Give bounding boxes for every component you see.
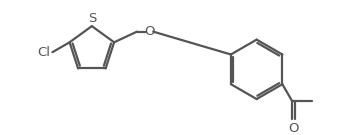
Text: O: O — [144, 25, 155, 38]
Text: O: O — [289, 122, 299, 135]
Text: S: S — [88, 12, 96, 25]
Text: Cl: Cl — [38, 46, 51, 59]
